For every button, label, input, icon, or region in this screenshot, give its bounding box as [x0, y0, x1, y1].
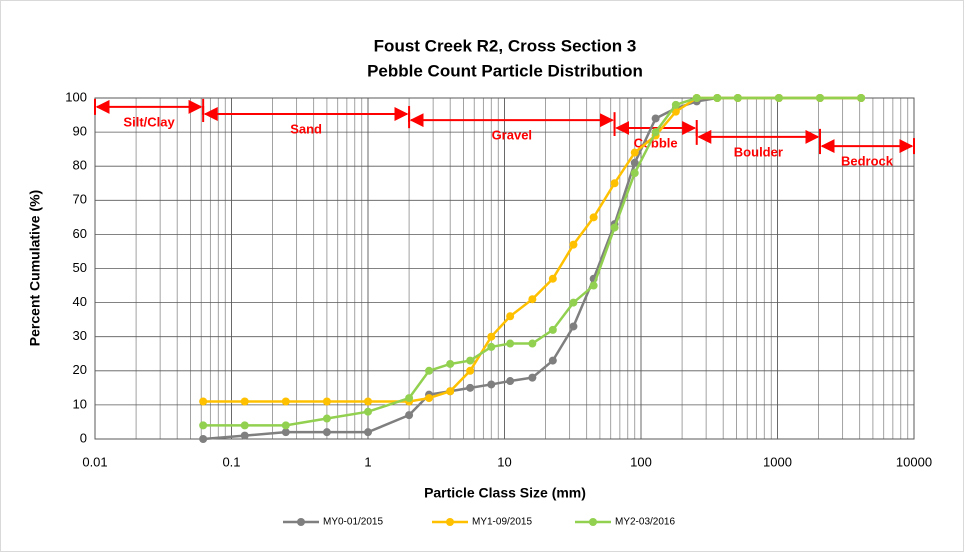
data-point	[199, 397, 208, 406]
data-point	[774, 94, 783, 102]
data-point	[487, 332, 496, 341]
x-tick-label: 100	[630, 454, 652, 469]
y-tick-label: 20	[73, 362, 87, 377]
chart-subtitle: Pebble Count Particle Distribution	[367, 61, 643, 80]
data-point	[364, 397, 372, 406]
x-axis-title: Particle Class Size (mm)	[424, 485, 586, 501]
range-label: Sand	[290, 121, 322, 136]
data-point	[528, 295, 537, 304]
data-point	[281, 428, 290, 437]
data-point	[240, 397, 249, 406]
data-point	[446, 359, 455, 368]
y-tick-label: 60	[73, 226, 87, 241]
data-point	[548, 356, 557, 365]
data-point	[651, 128, 660, 137]
plot-border	[94, 97, 915, 440]
data-point	[610, 223, 619, 232]
data-point	[630, 148, 639, 157]
data-point	[589, 213, 598, 222]
data-point	[446, 387, 455, 396]
data-point	[240, 421, 249, 430]
y-tick-label: 40	[73, 294, 87, 309]
data-point	[548, 325, 557, 334]
data-point	[487, 342, 496, 351]
data-point	[364, 407, 372, 416]
data-point	[651, 114, 660, 123]
legend-marker	[297, 518, 305, 526]
legend-item: MY2-03/2016	[575, 517, 675, 528]
x-tick-label: 1	[364, 454, 371, 469]
data-point	[240, 431, 249, 440]
x-tick-label: 1000	[763, 454, 792, 469]
data-point	[466, 366, 475, 375]
data-point	[199, 421, 208, 430]
y-tick-label: 100	[65, 89, 87, 104]
y-tick-label: 70	[73, 192, 87, 207]
range-annotation: Bedrock	[818, 138, 915, 169]
data-point	[322, 414, 331, 423]
range-label: Silt/Clay	[123, 114, 175, 129]
data-point	[528, 373, 537, 382]
data-point	[528, 339, 537, 348]
legend-label: MY1-09/2015	[472, 517, 532, 528]
range-label: Gravel	[492, 128, 532, 143]
data-point	[733, 94, 742, 102]
y-tick-label: 50	[73, 260, 87, 275]
y-tick-label: 90	[73, 124, 87, 139]
legend-marker	[446, 518, 454, 526]
data-point	[569, 322, 578, 331]
legend-item: MY1-09/2015	[432, 517, 532, 528]
data-point	[506, 339, 515, 348]
chart-title: Foust Creek R2, Cross Section 3	[374, 36, 637, 55]
data-point	[322, 397, 331, 406]
y-tick-label: 30	[73, 328, 87, 343]
x-tick-label: 0.1	[222, 454, 240, 469]
data-point	[487, 380, 496, 389]
data-point	[322, 428, 331, 437]
range-label: Boulder	[734, 144, 783, 159]
data-point	[199, 435, 208, 443]
x-tick-label: 10000	[896, 454, 932, 469]
data-point	[281, 397, 290, 406]
y-tick-label: 0	[80, 430, 87, 445]
range-annotation: Boulder	[695, 128, 821, 159]
data-point	[364, 428, 372, 437]
data-point	[692, 94, 701, 102]
data-point	[405, 394, 414, 403]
data-point	[466, 383, 475, 392]
data-point	[857, 94, 866, 102]
data-point	[425, 366, 434, 375]
data-point	[589, 281, 598, 290]
legend-item: MY0-01/2015	[283, 517, 383, 528]
x-tick-label: 0.01	[82, 454, 107, 469]
data-point	[405, 411, 414, 420]
x-tick-label: 10	[497, 454, 511, 469]
data-point	[548, 274, 557, 283]
data-point	[671, 107, 680, 116]
data-point	[671, 100, 680, 109]
legend-label: MY2-03/2016	[615, 517, 675, 528]
data-point	[569, 298, 578, 307]
y-tick-label: 80	[73, 158, 87, 173]
data-point	[466, 356, 475, 365]
data-point	[425, 394, 434, 403]
data-point	[506, 312, 515, 321]
y-axis-title: Percent Cumulative (%)	[27, 190, 43, 346]
data-point	[569, 240, 578, 249]
data-point	[815, 94, 824, 102]
data-point	[506, 377, 515, 386]
data-point	[610, 179, 619, 188]
data-point	[630, 169, 639, 178]
range-label: Bedrock	[841, 154, 894, 169]
data-point	[281, 421, 290, 430]
legend-marker	[589, 518, 597, 526]
legend-label: MY0-01/2015	[323, 517, 383, 528]
data-point	[713, 94, 722, 102]
y-tick-label: 10	[73, 396, 87, 411]
data-point	[630, 158, 639, 167]
